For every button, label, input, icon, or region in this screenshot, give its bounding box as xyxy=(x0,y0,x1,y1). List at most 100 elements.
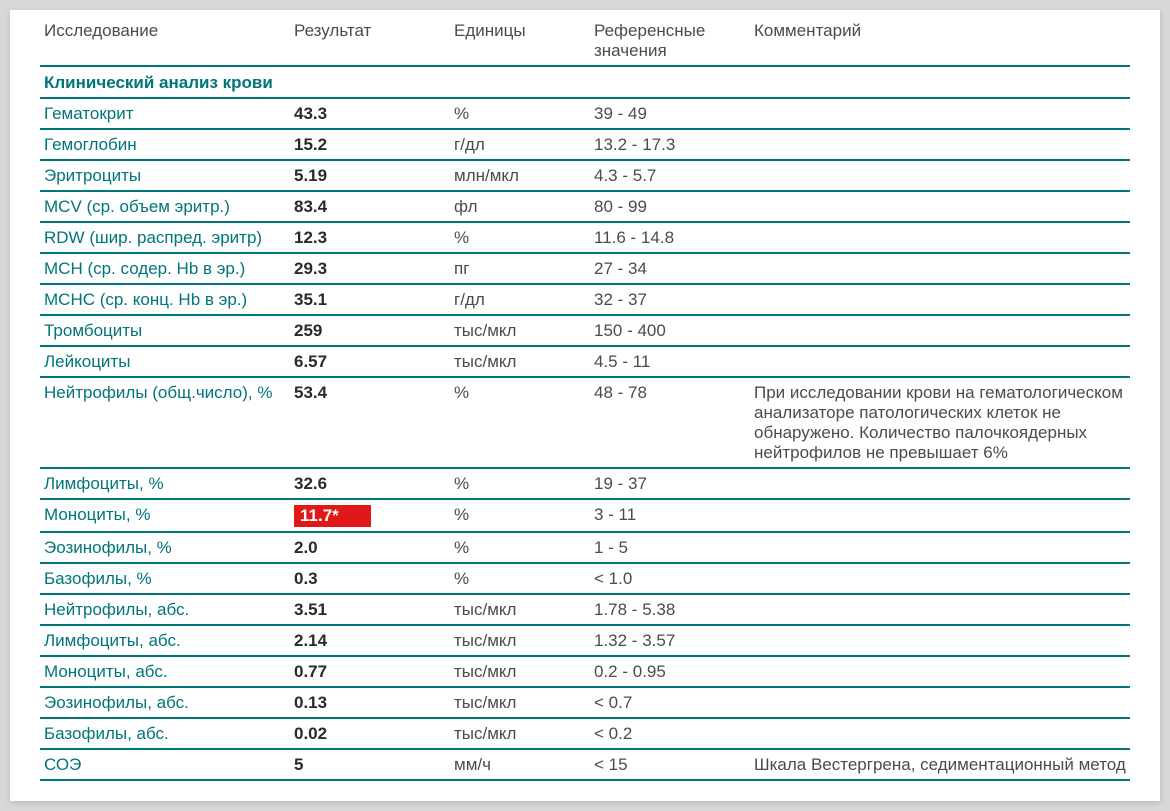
cell-result: 0.77 xyxy=(290,656,450,687)
header-row: Исследование Результат Единицы Референсн… xyxy=(40,16,1130,66)
cell-ref: 0.2 - 0.95 xyxy=(590,656,750,687)
cell-name: Эозинофилы, абс. xyxy=(40,687,290,718)
table-row: MCV (ср. объем эритр.)83.4фл80 - 99 xyxy=(40,191,1130,222)
cell-comment xyxy=(750,191,1130,222)
cell-name: СОЭ xyxy=(40,749,290,780)
cell-ref: 19 - 37 xyxy=(590,468,750,499)
cell-unit: мм/ч xyxy=(450,749,590,780)
cell-name: Лимфоциты, % xyxy=(40,468,290,499)
cell-ref: 32 - 37 xyxy=(590,284,750,315)
cell-name: Лейкоциты xyxy=(40,346,290,377)
cell-unit: % xyxy=(450,222,590,253)
cell-ref: 4.5 - 11 xyxy=(590,346,750,377)
cell-unit: % xyxy=(450,468,590,499)
table-row: Моноциты, абс.0.77тыс/мкл0.2 - 0.95 xyxy=(40,656,1130,687)
cell-ref: 150 - 400 xyxy=(590,315,750,346)
cell-comment xyxy=(750,222,1130,253)
table-row: Эозинофилы, абс.0.13тыс/мкл< 0.7 xyxy=(40,687,1130,718)
cell-comment xyxy=(750,98,1130,129)
cell-result: 5.19 xyxy=(290,160,450,191)
cell-name: Моноциты, % xyxy=(40,499,290,532)
cell-result: 0.02 xyxy=(290,718,450,749)
col-header-result: Результат xyxy=(290,16,450,66)
cell-unit: фл xyxy=(450,191,590,222)
cell-ref: 27 - 34 xyxy=(590,253,750,284)
table-row: Лейкоциты6.57тыс/мкл4.5 - 11 xyxy=(40,346,1130,377)
cell-comment xyxy=(750,253,1130,284)
cell-name: Эритроциты xyxy=(40,160,290,191)
cell-comment xyxy=(750,499,1130,532)
cell-unit: тыс/мкл xyxy=(450,315,590,346)
cell-comment xyxy=(750,532,1130,563)
cell-unit: % xyxy=(450,98,590,129)
cell-ref: 1.32 - 3.57 xyxy=(590,625,750,656)
cell-comment xyxy=(750,129,1130,160)
cell-comment xyxy=(750,563,1130,594)
cell-unit: млн/мкл xyxy=(450,160,590,191)
cell-comment xyxy=(750,625,1130,656)
table-row: Базофилы, абс.0.02тыс/мкл< 0.2 xyxy=(40,718,1130,749)
cell-unit: % xyxy=(450,532,590,563)
cell-result: 5 xyxy=(290,749,450,780)
cell-result: 259 xyxy=(290,315,450,346)
cell-unit: % xyxy=(450,499,590,532)
cell-unit: тыс/мкл xyxy=(450,625,590,656)
cell-unit: г/дл xyxy=(450,129,590,160)
cell-unit: тыс/мкл xyxy=(450,346,590,377)
cell-unit: тыс/мкл xyxy=(450,594,590,625)
cell-result: 32.6 xyxy=(290,468,450,499)
cell-result: 35.1 xyxy=(290,284,450,315)
cell-comment xyxy=(750,656,1130,687)
table-row: Лимфоциты, абс.2.14тыс/мкл1.32 - 3.57 xyxy=(40,625,1130,656)
cell-comment xyxy=(750,687,1130,718)
cell-result: 0.3 xyxy=(290,563,450,594)
cell-result: 12.3 xyxy=(290,222,450,253)
cell-unit: пг xyxy=(450,253,590,284)
table-row: Гематокрит43.3%39 - 49 xyxy=(40,98,1130,129)
cell-name: Гемоглобин xyxy=(40,129,290,160)
table-row: Базофилы, %0.3%< 1.0 xyxy=(40,563,1130,594)
cell-unit: % xyxy=(450,563,590,594)
cell-ref: 48 - 78 xyxy=(590,377,750,468)
cell-ref: 13.2 - 17.3 xyxy=(590,129,750,160)
cell-ref: 39 - 49 xyxy=(590,98,750,129)
cell-ref: < 15 xyxy=(590,749,750,780)
table-row: СОЭ5мм/ч< 15Шкала Вестергрена, седимента… xyxy=(40,749,1130,780)
table-row: RDW (шир. распред. эритр)12.3%11.6 - 14.… xyxy=(40,222,1130,253)
cell-result: 11.7* xyxy=(290,499,450,532)
cell-comment: При исследовании крови на гематологическ… xyxy=(750,377,1130,468)
cell-ref: 1.78 - 5.38 xyxy=(590,594,750,625)
cell-ref: 11.6 - 14.8 xyxy=(590,222,750,253)
cell-comment xyxy=(750,346,1130,377)
table-row: MCH (ср. содер. Hb в эр.)29.3пг27 - 34 xyxy=(40,253,1130,284)
table-row: Эритроциты5.19млн/мкл4.3 - 5.7 xyxy=(40,160,1130,191)
table-row: Тромбоциты259тыс/мкл150 - 400 xyxy=(40,315,1130,346)
cell-comment: Шкала Вестергрена, седиментационный мето… xyxy=(750,749,1130,780)
cell-name: Лимфоциты, абс. xyxy=(40,625,290,656)
cell-result: 3.51 xyxy=(290,594,450,625)
cell-comment xyxy=(750,160,1130,191)
cell-ref: 4.3 - 5.7 xyxy=(590,160,750,191)
cell-name: Нейтрофилы, абс. xyxy=(40,594,290,625)
cell-result: 83.4 xyxy=(290,191,450,222)
cell-name: Эозинофилы, % xyxy=(40,532,290,563)
col-header-comment: Комментарий xyxy=(750,16,1130,66)
cell-comment xyxy=(750,718,1130,749)
abnormal-flag: 11.7* xyxy=(294,505,371,527)
cell-name: MCV (ср. объем эритр.) xyxy=(40,191,290,222)
cell-name: Гематокрит xyxy=(40,98,290,129)
results-table: Исследование Результат Единицы Референсн… xyxy=(40,16,1130,781)
cell-name: RDW (шир. распред. эритр) xyxy=(40,222,290,253)
cell-name: Базофилы, абс. xyxy=(40,718,290,749)
cell-name: Нейтрофилы (общ.число), % xyxy=(40,377,290,468)
results-sheet: Исследование Результат Единицы Референсн… xyxy=(10,10,1160,801)
cell-name: MCHC (ср. конц. Hb в эр.) xyxy=(40,284,290,315)
cell-result: 2.14 xyxy=(290,625,450,656)
section-title: Клинический анализ крови xyxy=(40,66,1130,98)
col-header-name: Исследование xyxy=(40,16,290,66)
cell-ref: 3 - 11 xyxy=(590,499,750,532)
table-row: Гемоглобин15.2г/дл13.2 - 17.3 xyxy=(40,129,1130,160)
cell-comment xyxy=(750,594,1130,625)
table-row: Лимфоциты, %32.6%19 - 37 xyxy=(40,468,1130,499)
col-header-ref: Референсные значения xyxy=(590,16,750,66)
